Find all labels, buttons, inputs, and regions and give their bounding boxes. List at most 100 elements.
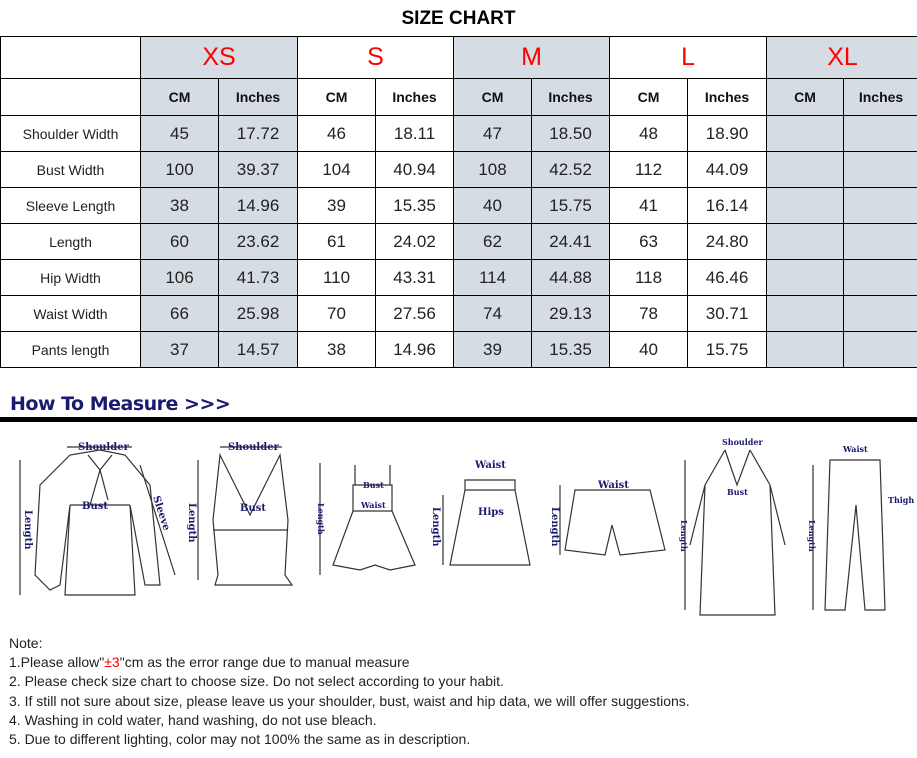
size-xl: XL — [766, 36, 917, 79]
size-header-row: XS S M L XL — [0, 36, 917, 79]
value-cell — [843, 151, 917, 188]
unit-header-row: CM Inches CM Inches CM Inches CM Inches CM Inches — [0, 78, 917, 116]
value-cell: 46 — [297, 115, 377, 152]
empty-cell — [0, 78, 141, 116]
value-cell: 24.41 — [531, 223, 611, 260]
value-cell: 38 — [297, 331, 377, 368]
value-cell — [766, 187, 845, 224]
unit-inches: Inches — [531, 78, 611, 116]
value-cell: 114 — [453, 259, 533, 296]
note-4: 4. Washing in cold water, hand washing, … — [9, 711, 377, 728]
label-waist: Waist — [842, 444, 868, 454]
value-cell: 18.50 — [531, 115, 611, 152]
value-cell: 112 — [609, 151, 689, 188]
unit-inches: Inches — [375, 78, 455, 116]
measurement-label: Bust Width — [0, 151, 141, 188]
value-cell: 48 — [609, 115, 689, 152]
value-cell: 40.94 — [375, 151, 455, 188]
label-shoulder: Shoulder — [722, 437, 763, 447]
measurement-label: Sleeve Length — [0, 187, 141, 224]
value-cell: 60 — [140, 223, 219, 260]
table-row: Sleeve Length 38 14.96 39 15.35 40 15.75 41 16.1… — [0, 187, 917, 224]
value-cell: 40 — [453, 187, 533, 224]
label-length: Length — [807, 520, 817, 552]
note-5: 5. Due to different lighting, color may … — [9, 731, 471, 748]
label-length: Length — [679, 520, 689, 552]
value-cell: 18.11 — [375, 115, 455, 152]
value-cell: 15.75 — [687, 331, 768, 368]
value-cell: 16.14 — [687, 187, 768, 224]
table-row: Shoulder Width 45 17.72 46 18.11 47 18.50 48 18.… — [0, 115, 917, 152]
value-cell: 38 — [140, 187, 219, 224]
unit-inches: Inches — [843, 78, 917, 116]
label-waist: Waist — [360, 500, 386, 510]
value-cell: 39 — [297, 187, 377, 224]
note-text: 1.Please allow" — [9, 654, 105, 671]
measurement-label: Shoulder Width — [0, 115, 141, 152]
value-cell: 15.35 — [531, 331, 611, 368]
unit-inches: Inches — [687, 78, 768, 116]
value-cell: 62 — [453, 223, 533, 260]
value-cell: 108 — [453, 151, 533, 188]
chart-title: SIZE CHART — [401, 8, 516, 29]
table-row: Hip Width 106 41.73 110 43.31 114 44.88 118 46.4… — [0, 259, 917, 296]
value-cell — [766, 223, 845, 260]
unit-cm: CM — [609, 78, 689, 116]
label-bust: Bust — [82, 501, 108, 512]
label-bust: Bust — [240, 503, 266, 514]
vest-diagram: Shoulder Bust Length — [186, 442, 294, 586]
label-shoulder: Shoulder — [228, 442, 280, 453]
value-cell — [766, 295, 845, 332]
label-length: Length — [22, 510, 33, 550]
value-cell — [766, 115, 845, 152]
value-cell: 24.80 — [687, 223, 768, 260]
note-2: 2. Please check size chart to choose siz… — [9, 673, 504, 690]
label-hips: Hips — [478, 507, 504, 518]
unit-inches: Inches — [217, 78, 299, 116]
value-cell: 66 — [140, 295, 219, 332]
label-length: Length — [316, 503, 326, 535]
value-cell: 39 — [453, 331, 533, 368]
dress-diagram: Bust Waist Length — [316, 463, 416, 575]
notes: Note: 1.Please allow"±3"cm as the error … — [9, 634, 690, 749]
value-cell: 17.72 — [217, 115, 299, 152]
unit-cm: CM — [453, 78, 533, 116]
notes-heading: Note: — [9, 635, 43, 651]
size-table: XS S M L XL CM Inches CM Inches CM Inches CM In… — [0, 36, 917, 368]
value-cell: 46.46 — [687, 259, 768, 296]
label-length: Length — [430, 507, 441, 547]
pants-diagram: Waist Thigh Length — [807, 444, 914, 611]
unit-cm: CM — [766, 78, 845, 116]
value-cell: 61 — [297, 223, 377, 260]
shorts-diagram: Waist Length — [549, 480, 666, 556]
divider — [0, 417, 917, 422]
value-cell: 29.13 — [531, 295, 611, 332]
value-cell: 47 — [453, 115, 533, 152]
value-cell: 70 — [297, 295, 377, 332]
note-text: "cm as the error range due to manual mea… — [119, 654, 410, 671]
value-cell — [766, 151, 845, 188]
value-cell — [843, 115, 917, 152]
label-length: Length — [186, 503, 197, 543]
value-cell: 14.96 — [375, 331, 455, 368]
table-row: Pants length 37 14.57 38 14.96 39 15.35 40 15.75 — [0, 331, 917, 368]
value-cell: 27.56 — [375, 295, 455, 332]
value-cell: 40 — [609, 331, 689, 368]
size-xs: XS — [139, 36, 299, 79]
value-cell: 41 — [609, 187, 689, 224]
measurement-label: Hip Width — [0, 259, 141, 296]
value-cell: 43.31 — [375, 259, 455, 296]
value-cell: 18.90 — [687, 115, 768, 152]
skirt-diagram: Waist Hips Length — [430, 460, 531, 566]
size-s: S — [297, 36, 455, 79]
value-cell: 118 — [609, 259, 689, 296]
measurement-label: Pants length — [0, 331, 141, 368]
value-cell — [843, 295, 917, 332]
note-3: 3. If still not sure about size, please … — [9, 692, 690, 709]
empty-cell — [0, 36, 141, 79]
value-cell: 42.52 — [531, 151, 611, 188]
value-cell — [843, 223, 917, 260]
value-cell: 104 — [297, 151, 377, 188]
value-cell: 24.02 — [375, 223, 455, 260]
